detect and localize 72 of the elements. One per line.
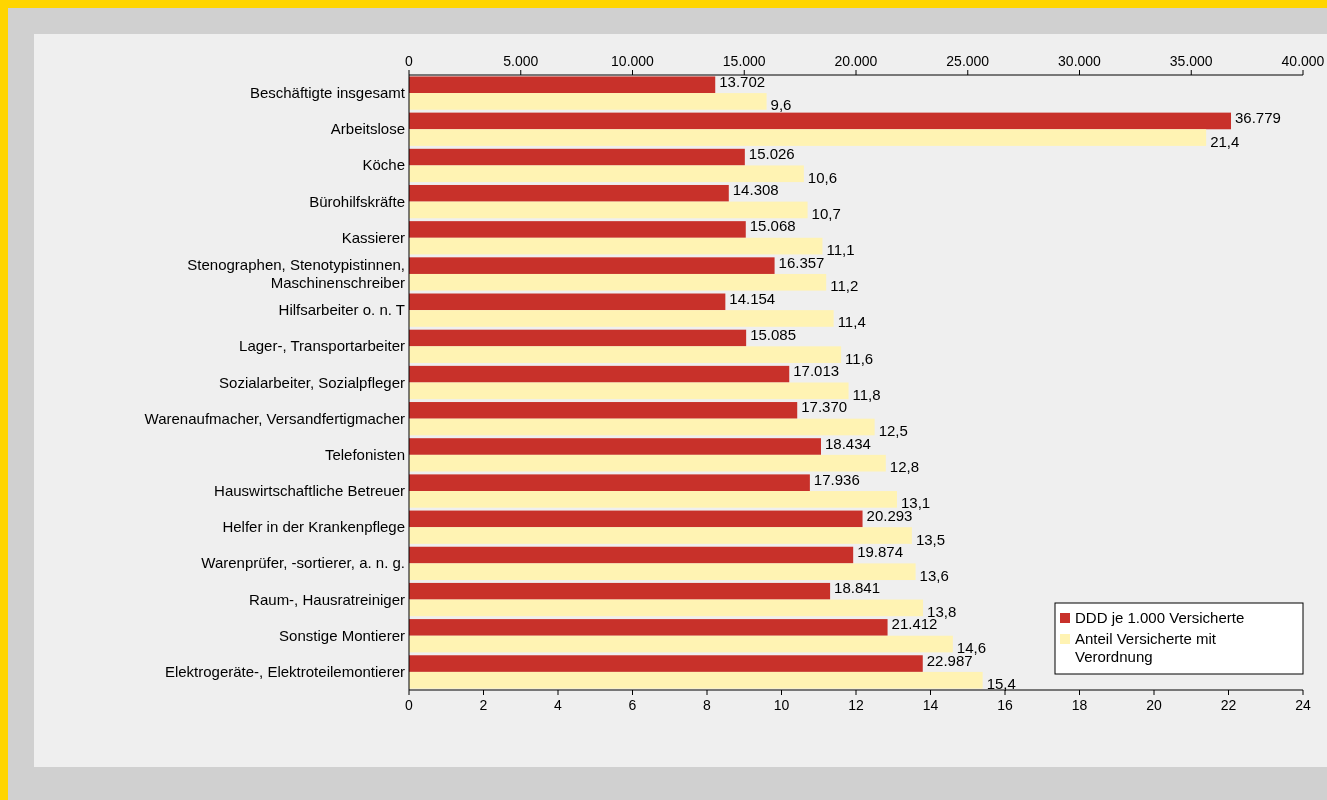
x-tick-label: 6 [628, 697, 637, 713]
y-tick-label: Hauswirtschaftliche Betreuer [214, 482, 405, 500]
x-tick-label: 22 [1220, 697, 1237, 713]
x-tick-label: 20 [1146, 697, 1162, 713]
data-label: 13,1 [900, 494, 931, 512]
data-label: 11,1 [826, 241, 855, 259]
data-label: 10,7 [811, 204, 841, 222]
y-tick-label: Sonstige Montierer [279, 626, 405, 644]
data-label: 13,6 [919, 566, 949, 584]
data-label: 12,5 [878, 422, 908, 439]
x2-tick-label: 5.000 [503, 53, 539, 69]
data-label: 11,4 [837, 313, 866, 331]
y-tick-label: Lager-, Transportarbeiter [239, 337, 405, 355]
data-label: 17.370 [801, 398, 848, 416]
x-tick-label: 0 [405, 697, 414, 713]
y-tick-label: Bürohilfskräfte [309, 192, 405, 210]
data-label: 13,8 [927, 602, 957, 620]
data-label: 36.779 [1235, 108, 1281, 126]
data-label: 21,4 [1210, 132, 1240, 150]
legend-label: Anteil Versicherte mit Verordnung [1075, 630, 1217, 665]
data-label: 14,6 [956, 639, 987, 657]
data-label: 15,4 [986, 675, 1016, 693]
x2-tick-label: 10.000 [611, 53, 655, 69]
data-label: 16.357 [778, 253, 825, 271]
y-tick-label: Warenaufmacher, Versandfertigmacher [144, 409, 405, 427]
y-tick-label: Elektrogeräte-, Elektroteilemontierer [164, 662, 405, 680]
data-label: 15.026 [748, 145, 795, 163]
y-tick-label: Kassierer [341, 228, 405, 246]
x-tick-label: 2 [479, 697, 488, 713]
data-label: 17.936 [813, 470, 860, 488]
x2-tick-label: 35.000 [1169, 53, 1213, 69]
data-label: 14.154 [729, 289, 776, 307]
legend-label: DDD je 1.000 Versicherte [1075, 609, 1245, 626]
x-tick-label: 8 [703, 697, 712, 713]
y-tick-label: Arbeitslose [330, 120, 405, 138]
x-tick-label: 4 [554, 697, 563, 713]
y-tick-label: Köche [362, 156, 405, 174]
data-label: 9,6 [770, 96, 792, 114]
y-tick-label: Raum-, Hausratreiniger [249, 590, 405, 608]
data-label: 12,8 [889, 458, 919, 476]
data-label: 17.013 [793, 362, 840, 380]
data-label: 15.068 [749, 217, 796, 235]
x-tick-label: 18 [1071, 697, 1088, 713]
x2-tick-label: 0 [405, 53, 414, 69]
y-tick-label: Beschäftigte insgesamt [249, 84, 406, 102]
y-tick-label: Warenprüfer, -sortierer, a. n. g. [201, 554, 405, 572]
x-tick-label: 10 [773, 697, 790, 713]
x2-tick-label: 25.000 [946, 53, 990, 69]
y-tick-label: Hilfsarbeiter o. n. T [278, 301, 405, 319]
data-label: 14.308 [732, 181, 779, 199]
y-tick-label: Helfer in der Krankenpflege [222, 518, 405, 536]
y-tick-label: Sozialarbeiter, Sozialpfleger [219, 373, 405, 391]
data-label: 19.874 [857, 543, 904, 561]
x-tick-label: 16 [997, 697, 1013, 713]
data-label: 13.702 [719, 72, 766, 90]
data-label: 11,2 [830, 277, 859, 295]
x-tick-label: 12 [848, 697, 864, 713]
data-label: 10,6 [807, 168, 838, 186]
x2-tick-label: 15.000 [722, 53, 766, 69]
data-label: 11,8 [852, 385, 881, 403]
data-label: 15.085 [750, 326, 797, 343]
x2-tick-label: 30.000 [1058, 53, 1102, 69]
x-tick-label: 24 [1295, 697, 1311, 713]
x2-tick-label: 20.000 [834, 53, 878, 69]
data-label: 18.841 [834, 579, 880, 597]
y-tick-label: Telefonisten [324, 445, 405, 463]
x2-tick-label: 40.000 [1281, 53, 1325, 69]
x-tick-label: 14 [922, 697, 939, 713]
data-label: 13,5 [915, 530, 946, 548]
data-label: 18.434 [825, 434, 871, 452]
y-tick-label: Stenographen, Stenotypistinnen, Maschinenschreiber [187, 255, 405, 291]
data-label: 11,6 [845, 349, 874, 367]
